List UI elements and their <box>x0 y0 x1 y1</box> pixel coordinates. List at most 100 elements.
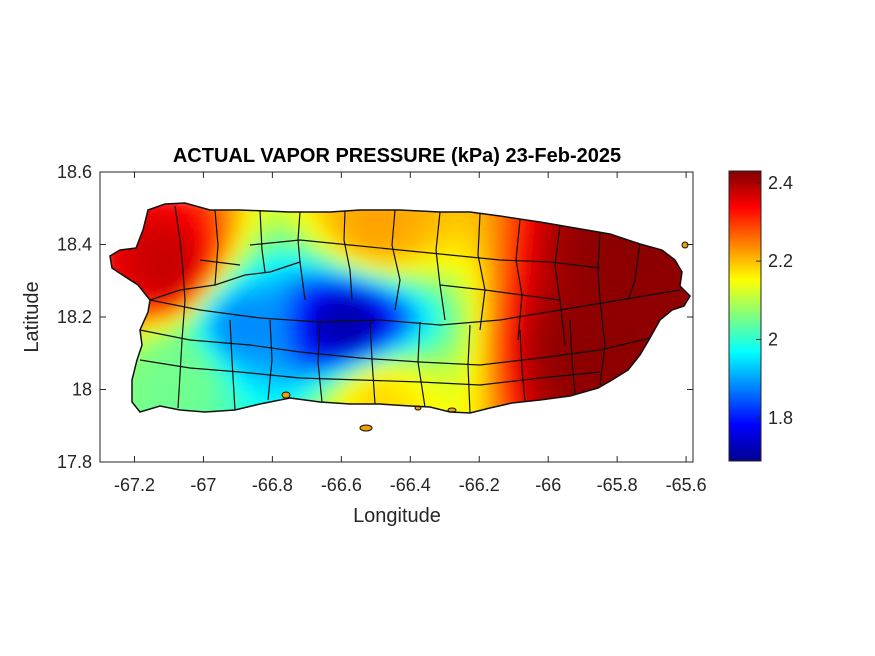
heatmap-cell <box>140 331 149 340</box>
heatmap-cell <box>580 283 589 292</box>
heatmap-cell <box>308 243 317 252</box>
heatmap-cell <box>300 243 309 252</box>
heatmap-cell <box>556 243 565 252</box>
heatmap-cell <box>436 339 445 348</box>
heatmap-cell <box>404 211 413 220</box>
heatmap-cell <box>668 299 677 308</box>
heatmap-cell <box>140 347 149 356</box>
heatmap-cell <box>236 219 245 228</box>
heatmap-cell <box>580 355 589 364</box>
municipality-border <box>597 231 606 386</box>
heatmap-cell <box>428 371 437 380</box>
heatmap-cell <box>564 283 573 292</box>
heatmap-cell <box>388 347 397 356</box>
heatmap-cell <box>244 211 253 220</box>
heatmap-cell <box>476 267 485 276</box>
heatmap-cell <box>388 267 397 276</box>
heatmap-cell <box>340 259 349 268</box>
heatmap-cell <box>180 315 189 324</box>
heatmap-cell <box>156 235 165 244</box>
heatmap-cell <box>308 259 317 268</box>
heatmap-cell <box>500 251 509 260</box>
heatmap-cell <box>316 219 325 228</box>
heatmap-cell <box>428 387 437 396</box>
heatmap-cell <box>228 315 237 324</box>
heatmap-cell <box>300 267 309 276</box>
heatmap-cell <box>148 331 157 340</box>
heatmap-cell <box>516 379 525 388</box>
heatmap-cell <box>636 291 645 300</box>
heatmap-cell <box>188 219 197 228</box>
heatmap-cell <box>572 347 581 356</box>
heatmap-cell <box>284 243 293 252</box>
heatmap-cell <box>244 227 253 236</box>
heatmap-cell <box>268 379 277 388</box>
heatmap-cell <box>420 347 429 356</box>
municipality-border <box>519 329 526 402</box>
heatmap-cell <box>388 299 397 308</box>
heatmap-cell <box>332 355 341 364</box>
heatmap-cell <box>468 299 477 308</box>
heatmap-cell <box>324 355 333 364</box>
heatmap-cell <box>316 315 325 324</box>
heatmap-cell <box>660 275 669 284</box>
heatmap-cell <box>148 299 157 308</box>
heatmap-cell <box>396 267 405 276</box>
heatmap-cell <box>532 275 541 284</box>
heatmap-cell <box>548 283 557 292</box>
heatmap-cell <box>228 307 237 316</box>
heatmap-cell <box>324 275 333 284</box>
heatmap-cell <box>148 251 157 260</box>
heatmap-cell <box>484 275 493 284</box>
heatmap-cell <box>372 291 381 300</box>
heatmap-cell <box>396 291 405 300</box>
heatmap-cell <box>356 219 365 228</box>
heatmap-cell <box>484 251 493 260</box>
heatmap-cell <box>636 347 645 356</box>
heatmap-cell <box>476 339 485 348</box>
heatmap-cell <box>308 235 317 244</box>
heatmap-cell <box>580 291 589 300</box>
heatmap-cell <box>276 243 285 252</box>
heatmap-cell <box>548 235 557 244</box>
heatmap-cell <box>412 291 421 300</box>
heatmap-cell <box>332 227 341 236</box>
heatmap-cell <box>252 299 261 308</box>
heatmap-cell <box>156 219 165 228</box>
heatmap-cell <box>468 275 477 284</box>
heatmap-cell <box>364 331 373 340</box>
heatmap-cell <box>132 251 141 260</box>
heatmap-cell <box>284 371 293 380</box>
heatmap-cell <box>580 363 589 372</box>
municipality-border <box>199 259 241 266</box>
heatmap-cell <box>564 235 573 244</box>
heatmap-cell <box>540 315 549 324</box>
heatmap-cell <box>396 323 405 332</box>
heatmap-cell <box>220 219 229 228</box>
heatmap-cell <box>340 339 349 348</box>
heatmap-cell <box>252 387 261 396</box>
heatmap-cell <box>660 307 669 316</box>
heatmap-cell <box>164 275 173 284</box>
heatmap-cell <box>628 259 637 268</box>
heatmap-cell <box>308 387 317 396</box>
heatmap-cell <box>508 283 517 292</box>
heatmap-cell <box>156 339 165 348</box>
heatmap-cell <box>308 283 317 292</box>
heatmap-cell <box>476 307 485 316</box>
heatmap-cell <box>548 387 557 396</box>
heatmap-cell <box>196 267 205 276</box>
heatmap-cell <box>172 235 181 244</box>
heatmap-cell <box>156 251 165 260</box>
heatmap-cell <box>460 243 469 252</box>
heatmap-cell <box>180 379 189 388</box>
heatmap-cell <box>284 267 293 276</box>
heatmap-cell <box>164 315 173 324</box>
heatmap-cell <box>244 323 253 332</box>
heatmap-cell <box>340 379 349 388</box>
heatmap-cell <box>420 331 429 340</box>
heatmap-cell <box>164 251 173 260</box>
heatmap-cell <box>508 323 517 332</box>
heatmap-cell <box>524 299 533 308</box>
heatmap-cell <box>284 379 293 388</box>
